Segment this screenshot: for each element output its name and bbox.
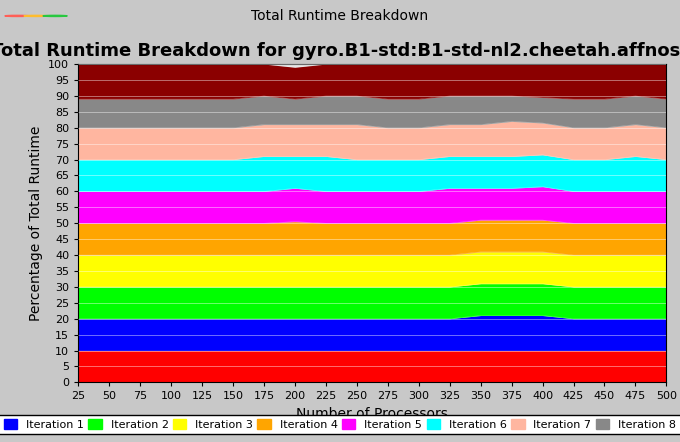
X-axis label: Number of Processors: Number of Processors <box>296 407 448 421</box>
Circle shape <box>43 15 67 16</box>
Text: Total Runtime Breakdown: Total Runtime Breakdown <box>252 9 428 23</box>
Circle shape <box>24 15 48 16</box>
Title: Total Runtime Breakdown for gyro.B1-std:B1-std-nl2.cheetah.affnosng:wall: Total Runtime Breakdown for gyro.B1-std:… <box>0 42 680 60</box>
Y-axis label: Percentage of Total Runtime: Percentage of Total Runtime <box>29 126 43 321</box>
Circle shape <box>5 15 29 16</box>
Legend: Iteration 0, Iteration 1, Iteration 2, Iteration 3, Iteration 4, Iteration 5, It: Iteration 0, Iteration 1, Iteration 2, I… <box>0 415 680 434</box>
